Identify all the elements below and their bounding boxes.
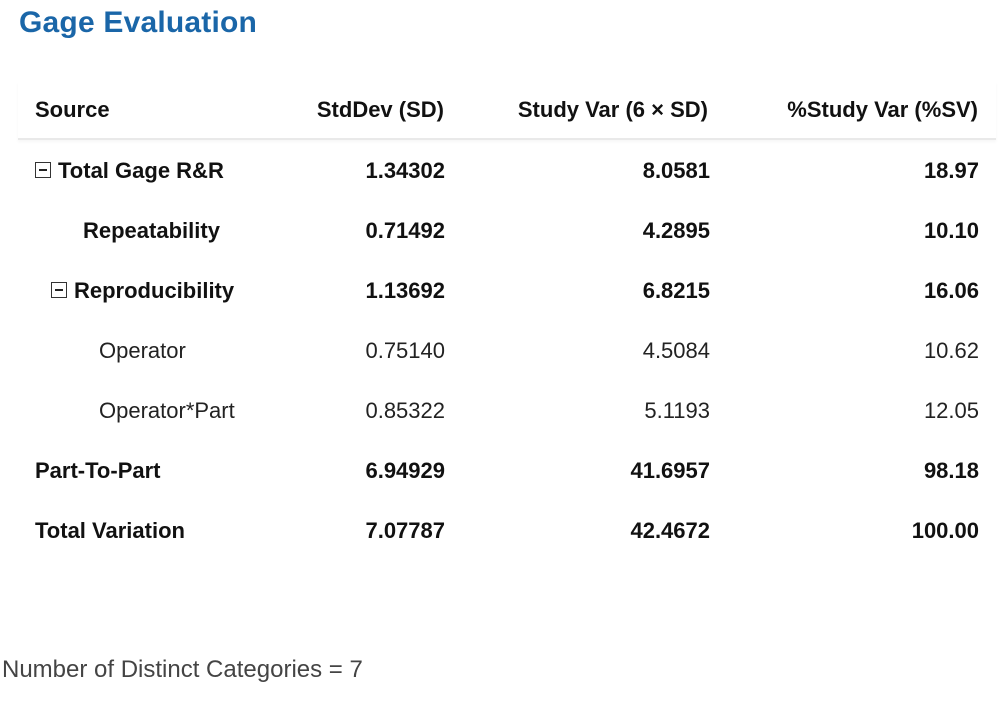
table-row-total-gage-rr: Total Gage R&R 1.34302 8.0581 18.97 — [18, 140, 996, 200]
row-study-var: 6.8215 — [642, 278, 710, 303]
row-pct-study-var: 16.06 — [923, 278, 979, 303]
row-pct-study-var: 98.18 — [923, 458, 979, 483]
row-study-var: 4.2895 — [642, 218, 710, 243]
row-study-var: 41.6957 — [630, 458, 710, 483]
distinct-categories-text: Number of Distinct Categories = 7 — [2, 656, 363, 683]
row-source-label: Reproducibility — [74, 278, 235, 303]
row-stddev: 1.34302 — [365, 158, 445, 183]
row-pct-study-var: 10.62 — [923, 338, 979, 363]
row-source-label: Total Variation — [35, 518, 185, 543]
row-stddev: 1.13692 — [365, 278, 445, 303]
table-row-part-to-part: Part-To-Part 6.94929 41.6957 98.18 — [18, 440, 996, 500]
row-study-var: 8.0581 — [642, 158, 710, 183]
row-source-label: Repeatability — [83, 218, 220, 243]
row-pct-study-var: 10.10 — [923, 218, 979, 243]
gage-evaluation-table: Source StdDev (SD) Study Var (6 × SD) %S… — [18, 82, 996, 560]
row-pct-study-var: 18.97 — [923, 158, 979, 183]
row-stddev: 0.85322 — [365, 398, 445, 423]
page-title: Gage Evaluation — [19, 6, 258, 39]
header-pct-study-var: %Study Var (%SV) — [787, 97, 978, 122]
table-header: Source StdDev (SD) Study Var (6 × SD) %S… — [18, 82, 996, 140]
table-row-operator-part: Operator*Part 0.85322 5.1193 12.05 — [18, 380, 996, 440]
row-source-cell: Reproducibility — [51, 278, 234, 304]
row-stddev: 0.75140 — [365, 338, 445, 363]
row-stddev: 7.07787 — [365, 518, 445, 543]
row-source-label: Operator — [99, 338, 186, 363]
row-study-var: 5.1193 — [644, 398, 710, 423]
header-stddev: StdDev (SD) — [316, 97, 444, 122]
row-stddev: 6.94929 — [365, 458, 445, 483]
row-stddev: 0.71492 — [365, 218, 445, 243]
row-source-label: Total Gage R&R — [58, 158, 224, 183]
collapse-toggle-icon[interactable] — [35, 162, 51, 179]
table-row-reproducibility: Reproducibility 1.13692 6.8215 16.06 — [18, 260, 996, 320]
row-pct-study-var: 12.05 — [923, 398, 979, 423]
row-source-cell: Total Gage R&R — [35, 158, 224, 184]
header-study-var: Study Var (6 × SD) — [517, 97, 708, 122]
table-row-operator: Operator 0.75140 4.5084 10.62 — [18, 320, 996, 380]
row-source-label: Operator*Part — [99, 398, 235, 423]
row-study-var: 4.5084 — [642, 338, 710, 363]
row-source-label: Part-To-Part — [35, 458, 161, 483]
table-row-total-variation: Total Variation 7.07787 42.4672 100.00 — [18, 500, 996, 560]
row-pct-study-var: 100.00 — [911, 518, 979, 543]
table-row-repeatability: Repeatability 0.71492 4.2895 10.10 — [18, 200, 996, 260]
header-source: Source — [35, 97, 110, 122]
row-study-var: 42.4672 — [630, 518, 710, 543]
collapse-toggle-icon[interactable] — [51, 282, 67, 299]
